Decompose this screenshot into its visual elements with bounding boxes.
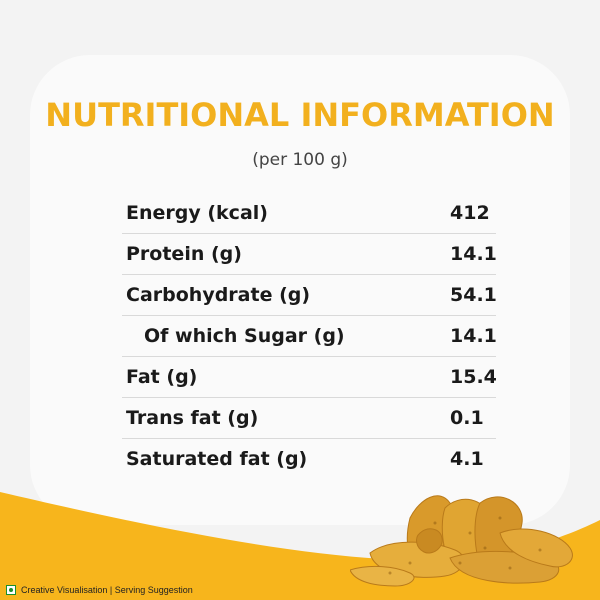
row-value: 15.4 xyxy=(450,366,497,388)
table-row: Energy (kcal) 412 xyxy=(122,193,496,234)
footer-text: Creative Visualisation | Serving Suggest… xyxy=(21,585,193,595)
table-row: Of which Sugar (g) 14.1 xyxy=(122,316,497,357)
row-label: Of which Sugar (g) xyxy=(144,325,345,347)
row-value: 54.1 xyxy=(450,284,497,306)
page-title: NUTRITIONAL INFORMATION xyxy=(45,96,555,134)
table-row: Fat (g) 15.4 xyxy=(122,357,497,398)
table-row: Saturated fat (g) 4.1 xyxy=(122,439,496,479)
row-value: 4.1 xyxy=(450,448,484,470)
veg-mark-icon xyxy=(6,585,16,595)
table-row: Trans fat (g) 0.1 xyxy=(122,398,496,439)
footer-note: Creative Visualisation | Serving Suggest… xyxy=(6,585,193,595)
row-label: Protein (g) xyxy=(126,243,242,265)
row-value: 14.1 xyxy=(450,325,497,347)
row-value: 14.1 xyxy=(450,243,497,265)
nutrition-table: Energy (kcal) 412 Protein (g) 14.1 Carbo… xyxy=(122,193,497,479)
row-label: Energy (kcal) xyxy=(126,202,268,224)
turmeric-root-image xyxy=(350,495,573,587)
table-row: Carbohydrate (g) 54.1 xyxy=(122,275,497,316)
page-subtitle: (per 100 g) xyxy=(252,150,348,170)
row-label: Carbohydrate (g) xyxy=(126,284,311,306)
row-value: 0.1 xyxy=(450,407,484,429)
row-label: Fat (g) xyxy=(126,366,198,388)
row-label: Trans fat (g) xyxy=(126,407,259,429)
table-row: Protein (g) 14.1 xyxy=(122,234,497,275)
row-value: 412 xyxy=(450,202,490,224)
row-label: Saturated fat (g) xyxy=(126,448,308,470)
